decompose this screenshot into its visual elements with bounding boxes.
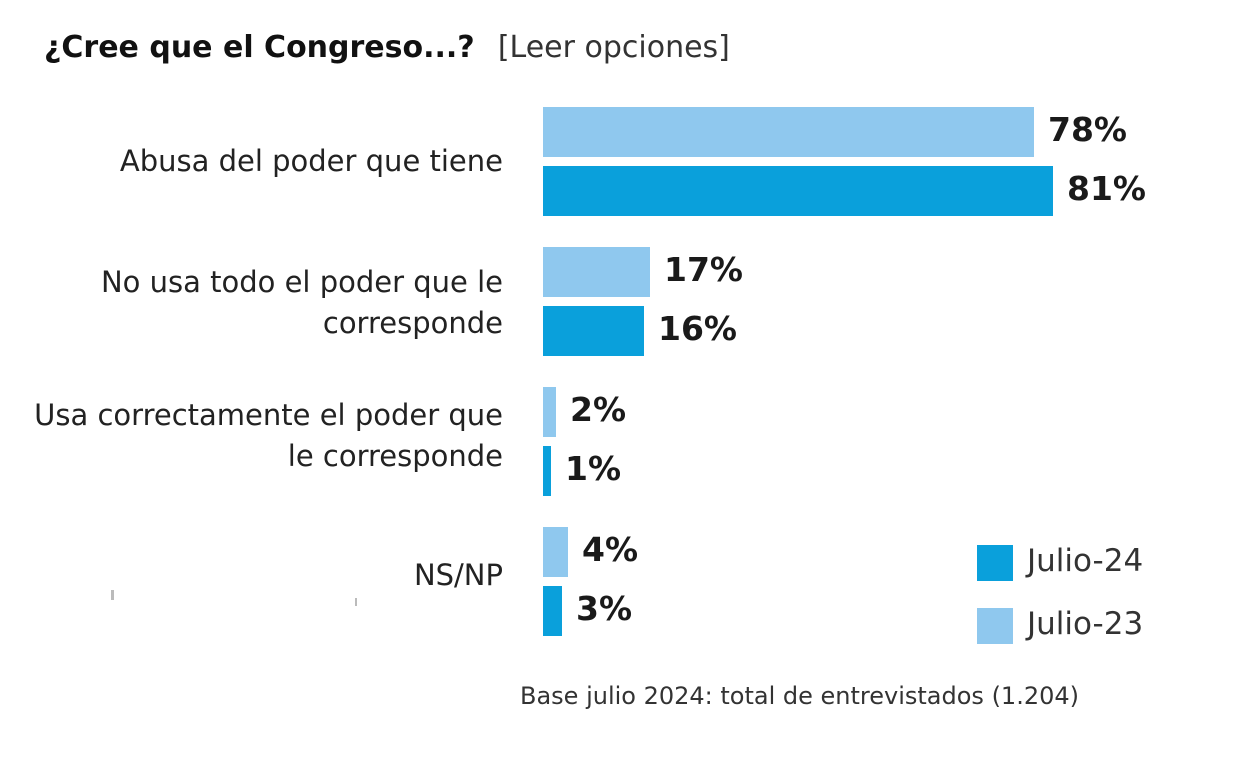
- bar-julio-23-3: [543, 527, 568, 577]
- bar-julio-24-0: [543, 166, 1053, 216]
- value-label-julio-23-3: 4%: [582, 530, 639, 569]
- value-label-julio-24-3: 3%: [576, 589, 633, 628]
- category-label-abusa: Abusa del poder que tiene: [119, 144, 503, 178]
- bar-julio-23-0: [543, 107, 1034, 157]
- value-label-julio-23-1: 17%: [664, 250, 743, 289]
- value-label-julio-24-0: 81%: [1067, 169, 1146, 208]
- value-label-julio-24-1: 16%: [658, 309, 737, 348]
- bar-julio-23-2: [543, 387, 556, 437]
- legend-label-julio-23: Julio-23: [1027, 606, 1144, 642]
- chart-title: ¿Cree que el Congreso...? [Leer opciones…: [44, 30, 730, 65]
- category-label-ns-np: NS/NP: [413, 558, 503, 592]
- scan-artifact: [355, 598, 357, 606]
- value-label-julio-23-0: 78%: [1048, 110, 1127, 149]
- legend-swatch-julio-23: [977, 608, 1013, 644]
- value-label-julio-23-2: 2%: [570, 390, 627, 429]
- instruction-text: [Leer opciones]: [497, 30, 730, 65]
- legend-label-julio-24: Julio-24: [1027, 543, 1144, 579]
- footnote: Base julio 2024: total de entrevistados …: [520, 682, 1079, 710]
- legend-swatch-julio-24: [977, 545, 1013, 581]
- bar-julio-24-2: [543, 446, 551, 496]
- category-label-no-usa-todo: No usa todo el poder que le corresponde: [100, 265, 503, 340]
- bar-julio-24-3: [543, 586, 562, 636]
- value-label-julio-24-2: 1%: [565, 449, 622, 488]
- scan-artifact: [111, 590, 114, 600]
- bar-julio-24-1: [543, 306, 644, 356]
- category-label-usa-correctamente: Usa correctamente el poder que le corres…: [34, 398, 503, 473]
- question-text: ¿Cree que el Congreso...?: [44, 30, 475, 65]
- bar-julio-23-1: [543, 247, 650, 297]
